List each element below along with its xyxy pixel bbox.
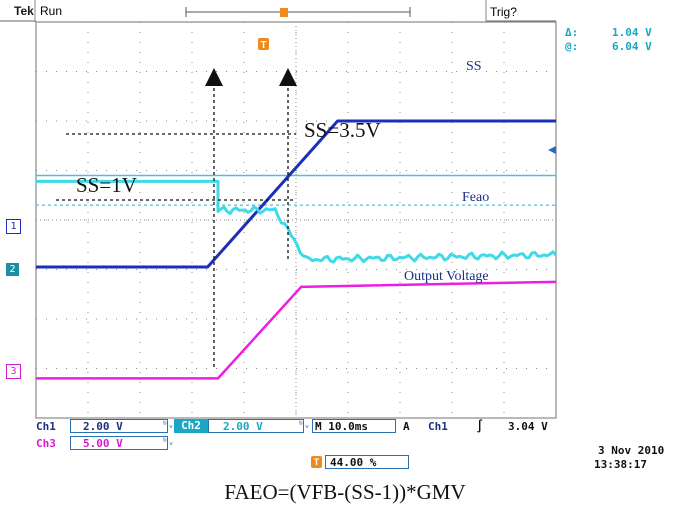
feao-trace bbox=[36, 179, 558, 264]
graticule-grid bbox=[36, 22, 556, 418]
cursor-delta-value: 1.04 V bbox=[612, 26, 652, 39]
date-readout: 3 Nov 2010 bbox=[598, 444, 665, 457]
cursor-marker bbox=[548, 146, 556, 154]
timebase-readout[interactable]: M 10.0ms bbox=[312, 419, 396, 433]
feao-trace-label: Feao bbox=[462, 190, 490, 205]
output-trace-label: Output Voltage bbox=[404, 269, 489, 284]
trigger-status: Trig? bbox=[490, 5, 517, 19]
ss-trace bbox=[36, 119, 556, 269]
trigger-position-icon: T bbox=[311, 456, 322, 468]
ss-35v-annotation: SS=3.5V bbox=[304, 118, 381, 142]
ch1-ground-marker[interactable]: 1 bbox=[6, 219, 21, 234]
ch2-ground-marker[interactable]: 2 bbox=[6, 263, 19, 276]
record-bracket bbox=[185, 7, 411, 17]
trigger-channel[interactable]: Ch1 bbox=[428, 420, 448, 433]
trigger-position-readout[interactable]: 44.00 % bbox=[325, 455, 409, 469]
svg-text:T: T bbox=[260, 40, 266, 51]
end-arrow bbox=[279, 68, 297, 86]
trigger-slope-icon: ∫ bbox=[476, 419, 484, 433]
cursor-delta-label: Δ: bbox=[565, 26, 579, 39]
ch2-bw-icon: ᵇᵥ bbox=[298, 420, 311, 431]
ch3-ground-marker[interactable]: 3 bbox=[6, 364, 21, 379]
ch1-scale[interactable]: 2.00 V bbox=[70, 419, 168, 433]
ch1-label[interactable]: Ch1 bbox=[36, 420, 56, 433]
figure-caption: FAEO=(VFB-(SS-1))*GMV bbox=[224, 480, 466, 504]
trigger-level[interactable]: 3.04 V bbox=[508, 420, 548, 433]
ch2-label[interactable]: Ch2 bbox=[174, 419, 208, 433]
output-voltage-trace bbox=[36, 280, 557, 380]
brand-label: Tek bbox=[14, 4, 34, 18]
ch1-bw-icon: ᵇᵥ bbox=[162, 420, 175, 431]
ch3-label[interactable]: Ch3 bbox=[36, 437, 56, 450]
ch3-scale[interactable]: 5.00 V bbox=[70, 436, 168, 450]
ch2-scale[interactable]: 2.00 V bbox=[208, 419, 304, 433]
trigger-position-marker: T bbox=[258, 38, 269, 51]
time-readout: 13:38:17 bbox=[594, 458, 647, 471]
start-arrow bbox=[205, 68, 223, 86]
ch3-bw-icon: ᵇᵥ bbox=[162, 437, 175, 448]
ss-1v-annotation: SS=1V bbox=[76, 173, 137, 197]
run-status: Run bbox=[40, 4, 63, 18]
cursor-at-value: 6.04 V bbox=[612, 40, 652, 53]
ss-trace-label: SS bbox=[466, 59, 482, 74]
trigger-source-label: A bbox=[403, 420, 410, 433]
cursor-at-label: @: bbox=[565, 40, 579, 53]
